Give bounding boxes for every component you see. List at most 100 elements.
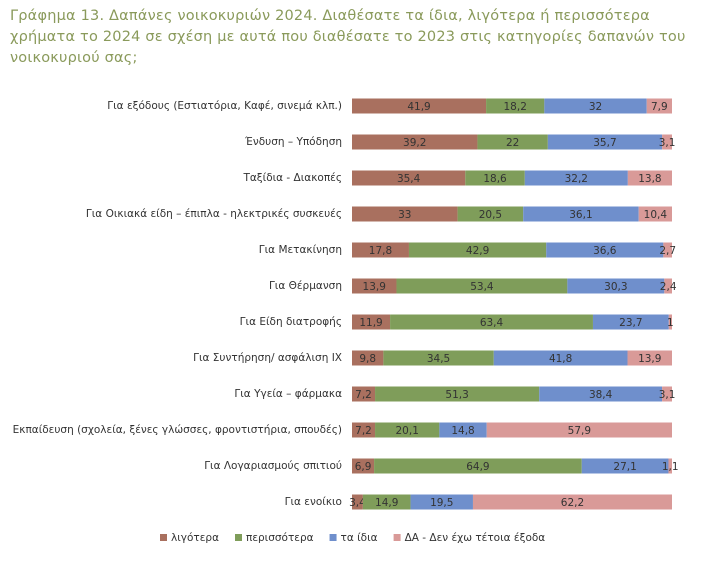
bar-segment [544, 98, 647, 114]
legend-swatch [235, 534, 242, 541]
category-label: Για Είδη διατροφής [240, 316, 342, 328]
value-label: 22 [506, 137, 519, 149]
legend-label: περισσότερα [246, 532, 314, 544]
value-label: 27,1 [613, 461, 636, 473]
bar-segment [410, 494, 473, 510]
bar-segment [439, 422, 487, 438]
bar-segment [352, 170, 466, 186]
value-label: 38,4 [589, 389, 613, 401]
bar-segment [375, 386, 540, 402]
value-label: 17,8 [369, 245, 392, 257]
category-label: Για Λογαριασμούς σπιτιού [204, 460, 342, 472]
bar-segment [472, 494, 672, 510]
value-label: 62,2 [561, 497, 584, 509]
value-label: 32 [589, 101, 602, 113]
bar-segment [352, 134, 478, 150]
value-label: 7,2 [355, 425, 372, 437]
bar-segment [567, 278, 665, 294]
value-label: 3,1 [659, 137, 676, 149]
bar-segment [547, 134, 663, 150]
value-label: 6,9 [355, 461, 372, 473]
value-label: 9,8 [359, 353, 376, 365]
bar-segment [352, 206, 458, 222]
value-label: 35,4 [397, 173, 421, 185]
value-label: 41,9 [407, 101, 430, 113]
bar-segment [523, 206, 639, 222]
value-label: 1,1 [662, 461, 679, 473]
value-label: 33 [398, 209, 411, 221]
legend-label: ΔΑ - Δεν έχω τέτοια έξοδα [405, 532, 546, 544]
bar-segment [662, 134, 672, 150]
value-label: 1 [667, 317, 674, 329]
value-label: 13,8 [638, 173, 661, 185]
category-label: Εκπαίδευση (σχολεία, ξένες γλώσσες, φρον… [13, 424, 342, 436]
bar-segment [486, 98, 545, 114]
category-label: Για ενοίκιο [285, 496, 342, 508]
category-label: Για Μετακίνηση [259, 244, 342, 256]
legend-label: τα ίδια [341, 532, 378, 544]
value-label: 19,5 [430, 497, 453, 509]
value-label: 57,9 [568, 425, 591, 437]
value-label: 18,2 [504, 101, 527, 113]
value-label: 35,7 [593, 137, 616, 149]
bar-segment [390, 314, 593, 330]
value-label: 13,9 [638, 353, 661, 365]
bar-segment [493, 350, 628, 366]
bar-segment [383, 350, 494, 366]
value-label: 42,9 [466, 245, 489, 257]
bar-segment [465, 170, 525, 186]
bar-segment [539, 386, 663, 402]
bar-segment [352, 242, 409, 258]
legend-swatch [160, 534, 167, 541]
chart-title: Γράφημα 13. Δαπάνες νοικοκυριών 2024. Δι… [10, 8, 686, 66]
value-label: 20,5 [479, 209, 502, 221]
bar-segment [486, 422, 672, 438]
value-label: 3,1 [659, 389, 676, 401]
bar-segment [638, 206, 672, 222]
value-label: 2,4 [660, 281, 677, 293]
bar-segment [457, 206, 524, 222]
value-label: 20,1 [396, 425, 419, 437]
category-label: Για Συντήρηση/ ασφάλιση ΙΧ [193, 352, 342, 364]
value-label: 34,5 [427, 353, 450, 365]
bar-segment [524, 170, 628, 186]
bar-segment [352, 314, 391, 330]
value-label: 7,9 [651, 101, 668, 113]
bar-segment [352, 98, 487, 114]
bar-segment [396, 278, 568, 294]
bar-segment [352, 494, 363, 510]
value-label: 18,6 [483, 173, 507, 185]
category-label: Για Θέρμανση [269, 280, 342, 292]
value-label: 14,9 [375, 497, 398, 509]
value-label: 3,4 [349, 497, 366, 509]
value-label: 13,9 [363, 281, 386, 293]
bar-segment [646, 98, 672, 114]
bar-segment [375, 422, 440, 438]
value-label: 14,8 [451, 425, 474, 437]
value-label: 63,4 [480, 317, 504, 329]
bar-segment [662, 386, 672, 402]
value-label: 41,8 [549, 353, 572, 365]
value-label: 36,1 [569, 209, 592, 221]
bar-segment [374, 458, 582, 474]
category-label: Ταξίδια - Διακοπές [242, 172, 342, 184]
legend-label: λιγότερα [171, 532, 219, 544]
value-label: 36,6 [593, 245, 617, 257]
value-label: 32,2 [565, 173, 588, 185]
value-label: 11,9 [359, 317, 382, 329]
bar-segment [352, 278, 397, 294]
category-label: Για Υγεία – φάρμακα [234, 388, 342, 400]
category-label: Για Οικιακά είδη – έπιπλα - ηλεκτρικές σ… [86, 208, 342, 220]
legend-swatch [329, 534, 337, 541]
bar-segment [668, 458, 672, 474]
value-label: 2,7 [659, 245, 676, 257]
bar-segment [352, 350, 384, 366]
bar-segment [352, 386, 376, 402]
value-label: 64,9 [466, 461, 489, 473]
value-label: 30,3 [604, 281, 627, 293]
bar-segment [352, 458, 375, 474]
value-label: 7,2 [355, 389, 372, 401]
bar-segment [663, 242, 672, 258]
